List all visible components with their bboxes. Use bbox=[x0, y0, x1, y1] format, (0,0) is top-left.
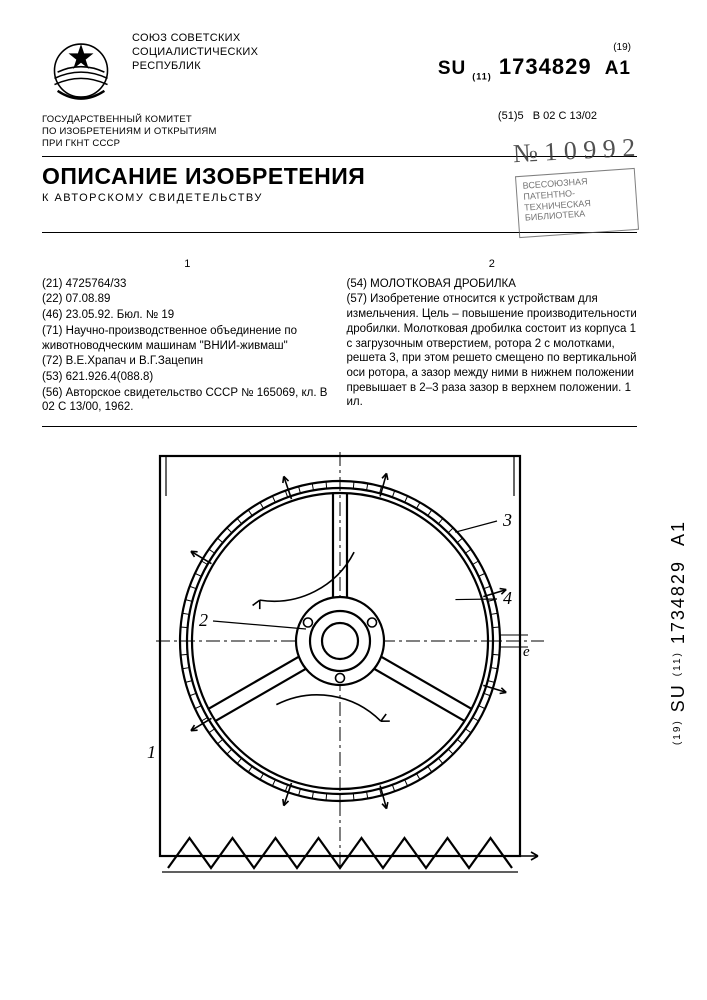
col-number: 1 bbox=[42, 257, 333, 271]
side-11: (11) bbox=[672, 651, 683, 676]
code-11: (11) bbox=[472, 71, 492, 81]
publication-number: SU (11) 1734829 A1 bbox=[438, 54, 631, 81]
ipc-code: В 02 С 13/02 bbox=[533, 110, 597, 122]
field-22: (22) 07.08.89 bbox=[42, 292, 333, 307]
field-46: (46) 23.05.92. Бюл. № 19 bbox=[42, 308, 333, 323]
pub-codes-line: (19) bbox=[613, 42, 631, 53]
side-19: (19) bbox=[672, 719, 683, 745]
ipc-classification: (51)5 В 02 С 13/02 bbox=[498, 110, 597, 122]
side-cc: SU bbox=[668, 683, 688, 712]
side-kind: A1 bbox=[668, 520, 688, 546]
ipc-label: (51)5 bbox=[498, 110, 524, 122]
field-21: (21) 4725764/33 bbox=[42, 277, 333, 292]
field-56: (56) Авторское свидетельство СССР № 1650… bbox=[42, 386, 333, 415]
handwritten-stamp: № 1 0 9 9 2 bbox=[512, 133, 636, 169]
field-71: (71) Научно-производственное объединение… bbox=[42, 324, 333, 353]
svg-text:4: 4 bbox=[503, 588, 512, 608]
field-54: (54) МОЛОТКОВАЯ ДРОБИЛКА bbox=[347, 277, 638, 292]
svg-text:3: 3 bbox=[502, 510, 512, 530]
column-1: 1 (21) 4725764/33 (22) 07.08.89 (46) 23.… bbox=[42, 257, 333, 417]
library-stamp: ВСЕСОЮЗНАЯ ПАТЕНТНО- ТЕХНИЧЕСКАЯ БИБЛИОТ… bbox=[515, 168, 639, 238]
committee-line: ПО ИЗОБРЕТЕНИЯМ И ОТКРЫТИЯМ bbox=[42, 126, 637, 138]
col-number: 2 bbox=[347, 257, 638, 271]
bibliographic-columns: 1 (21) 4725764/33 (22) 07.08.89 (46) 23.… bbox=[42, 257, 637, 417]
divider bbox=[42, 426, 637, 427]
code-19: (19) bbox=[613, 42, 631, 53]
side-publication-code: (19) SU (11) 1734829 A1 bbox=[668, 520, 689, 745]
kind-code: A1 bbox=[605, 58, 631, 79]
field-72: (72) В.Е.Храпач и В.Г.Зацепин bbox=[42, 354, 333, 369]
field-53: (53) 621.926.4(088.8) bbox=[42, 370, 333, 385]
state-emblem bbox=[42, 30, 120, 108]
org-line: СОЮЗ СОВЕТСКИХ bbox=[132, 32, 637, 46]
field-57: (57) Изобретение относится к устройствам… bbox=[347, 292, 638, 410]
country-code: SU bbox=[438, 58, 466, 79]
svg-text:2: 2 bbox=[199, 610, 208, 630]
patent-figure: 1 2 3 4 e bbox=[42, 441, 637, 881]
column-2: 2 (54) МОЛОТКОВАЯ ДРОБИЛКА (57) Изобрете… bbox=[347, 257, 638, 417]
pub-num-value: 1734829 bbox=[499, 54, 592, 79]
svg-text:1: 1 bbox=[147, 742, 156, 762]
svg-text:e: e bbox=[523, 644, 530, 660]
side-num: 1734829 bbox=[668, 560, 688, 644]
